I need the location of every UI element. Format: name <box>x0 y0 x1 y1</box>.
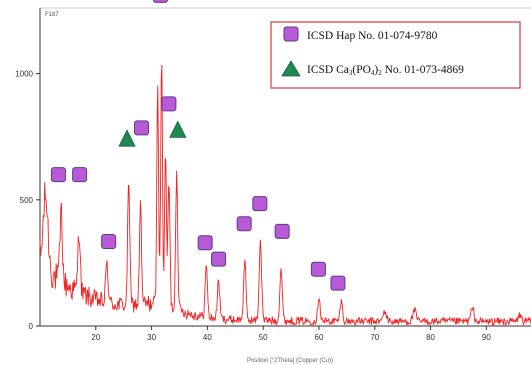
hap-peak-marker <box>197 235 213 251</box>
corner-label: F187 <box>45 12 59 18</box>
x-tick-label-90: 90 <box>482 333 491 342</box>
tcp-peak-marker <box>118 129 136 147</box>
hap-peak-marker <box>153 0 169 3</box>
hap-peak-marker <box>274 223 290 239</box>
hap-peak-marker <box>161 96 177 112</box>
legend-hap-marker <box>283 26 299 42</box>
hap-peak-marker <box>310 261 326 277</box>
x-axis-label: Position [°2Theta] (Copper (Cu)) <box>247 358 333 364</box>
x-tick-label-60: 60 <box>315 333 324 342</box>
legend-label-tcp: ICSD Ca3(PO4)2 No. 01-073-4869 <box>307 64 464 77</box>
hap-peak-marker <box>72 167 88 183</box>
legend-label-hap: ICSD Hap No. 01-074-9780 <box>307 30 438 42</box>
hap-peak-marker <box>252 196 268 212</box>
hap-peak-marker <box>211 251 227 267</box>
xrd-series-line <box>39 64 531 327</box>
x-tick-label-70: 70 <box>370 333 379 342</box>
hap-peak-marker <box>50 167 66 183</box>
y-tick-label-1000: 1000 <box>15 70 33 79</box>
y-tick-label-500: 500 <box>20 196 34 205</box>
x-tick-label-80: 80 <box>426 333 435 342</box>
x-tick-label-30: 30 <box>147 333 156 342</box>
hap-peak-marker <box>330 275 346 291</box>
hap-peak-marker <box>101 233 117 249</box>
tcp-peak-marker <box>169 120 187 138</box>
hap-peak-marker <box>134 120 150 136</box>
y-ticks: 0 500 1000 <box>15 70 40 331</box>
x-tick-label-20: 20 <box>91 333 100 342</box>
hap-peak-marker <box>236 216 252 232</box>
markers-group <box>50 0 346 291</box>
x-ticks: 20 30 40 50 60 70 80 90 <box>91 326 491 342</box>
legend-box <box>270 21 521 89</box>
axes <box>39 7 531 327</box>
legend-tcp-marker <box>281 60 301 77</box>
y-tick-label-0: 0 <box>29 322 34 331</box>
x-tick-label-40: 40 <box>203 333 212 342</box>
series-group <box>39 64 531 327</box>
legend: ICSD Hap No. 01-074-9780 ICSD Ca3(PO4)2 … <box>270 21 521 89</box>
x-tick-label-50: 50 <box>259 333 268 342</box>
